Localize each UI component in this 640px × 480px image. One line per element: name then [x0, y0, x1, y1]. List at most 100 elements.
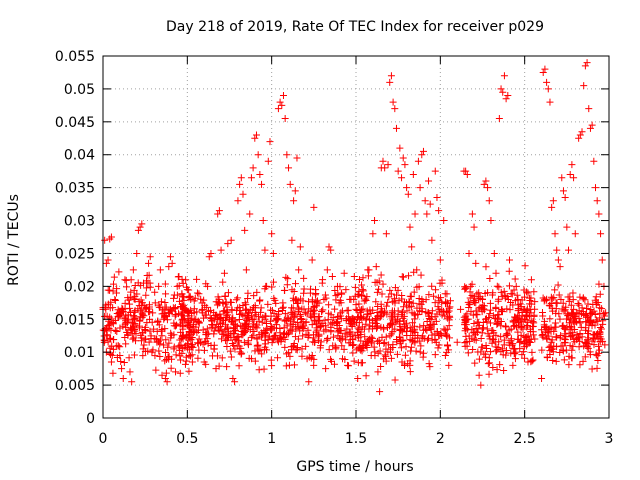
data-point [261, 246, 269, 254]
data-point [113, 309, 121, 317]
data-point [286, 352, 294, 360]
data-point [596, 330, 604, 338]
data-point [391, 376, 399, 384]
data-point [497, 85, 505, 93]
data-point [179, 345, 187, 353]
data-point [406, 368, 414, 376]
data-point [139, 279, 147, 287]
data-point [366, 306, 374, 314]
data-point [315, 313, 323, 321]
data-point [371, 217, 379, 225]
data-point [252, 311, 260, 319]
data-point [493, 282, 501, 290]
data-point [143, 319, 151, 327]
data-point [181, 360, 189, 368]
data-point [367, 351, 375, 359]
data-point [175, 297, 183, 305]
data-point [377, 363, 385, 371]
data-point [558, 174, 566, 182]
data-point [495, 115, 503, 123]
data-point [327, 328, 335, 336]
data-point [411, 329, 419, 337]
data-point [463, 310, 471, 318]
data-point [302, 342, 310, 350]
data-point [538, 375, 546, 383]
data-point [518, 351, 526, 359]
data-point [393, 291, 401, 299]
data-point [576, 131, 584, 139]
data-point [328, 272, 336, 280]
data-point [355, 313, 363, 321]
data-point [551, 319, 559, 327]
data-point [419, 298, 427, 306]
data-point [266, 317, 274, 325]
data-point [310, 303, 318, 311]
data-point [575, 134, 583, 142]
data-point [480, 324, 488, 332]
data-point [103, 312, 111, 320]
data-point [599, 320, 607, 328]
data-point [323, 266, 331, 274]
data-point [399, 314, 407, 322]
data-point [494, 315, 502, 323]
data-point [320, 296, 328, 304]
data-point [163, 378, 171, 386]
data-point [349, 335, 357, 343]
data-point [130, 351, 138, 359]
data-point [423, 210, 431, 218]
data-point [548, 203, 556, 211]
data-point [244, 309, 252, 317]
data-point [242, 305, 250, 313]
data-point [109, 319, 117, 327]
data-point [576, 330, 584, 338]
data-point [425, 177, 433, 185]
data-point [212, 298, 220, 306]
data-point [118, 365, 126, 373]
data-point [332, 296, 340, 304]
data-point [468, 326, 476, 334]
data-point [475, 321, 483, 329]
data-point [387, 290, 395, 298]
data-point [236, 306, 244, 314]
data-point [100, 327, 108, 335]
data-point [413, 283, 421, 291]
data-point [430, 320, 438, 328]
data-point [247, 174, 255, 182]
data-point [234, 197, 242, 205]
data-point [235, 362, 243, 370]
data-point [165, 263, 173, 271]
data-point [318, 279, 326, 287]
data-point [281, 115, 289, 123]
data-point [499, 308, 507, 316]
data-point [497, 288, 505, 296]
data-point [478, 308, 486, 316]
data-point [475, 355, 483, 363]
data-point [235, 342, 243, 350]
data-point [113, 328, 121, 336]
data-point [146, 327, 154, 335]
data-point [438, 279, 446, 287]
data-point [482, 350, 490, 358]
data-point [357, 337, 365, 345]
data-point [282, 273, 290, 281]
data-point [382, 352, 390, 360]
data-point [384, 161, 392, 169]
data-point [276, 98, 284, 106]
data-point [517, 315, 525, 323]
data-point [261, 336, 269, 344]
data-point [247, 355, 255, 363]
data-point [565, 361, 573, 369]
data-point [257, 308, 265, 316]
data-point [202, 337, 210, 345]
data-point [342, 286, 350, 294]
data-point [136, 223, 144, 231]
data-point [187, 335, 195, 343]
data-point [227, 299, 235, 307]
data-point [485, 313, 493, 321]
data-point [323, 336, 331, 344]
data-point [513, 291, 521, 299]
data-point [251, 134, 259, 142]
data-point [462, 167, 470, 175]
axis-ticks: 0 0.005 0.01 0.015 0.02 0.025 0.03 0.035 0.04 0.0… [55, 49, 614, 447]
data-point [161, 311, 169, 319]
